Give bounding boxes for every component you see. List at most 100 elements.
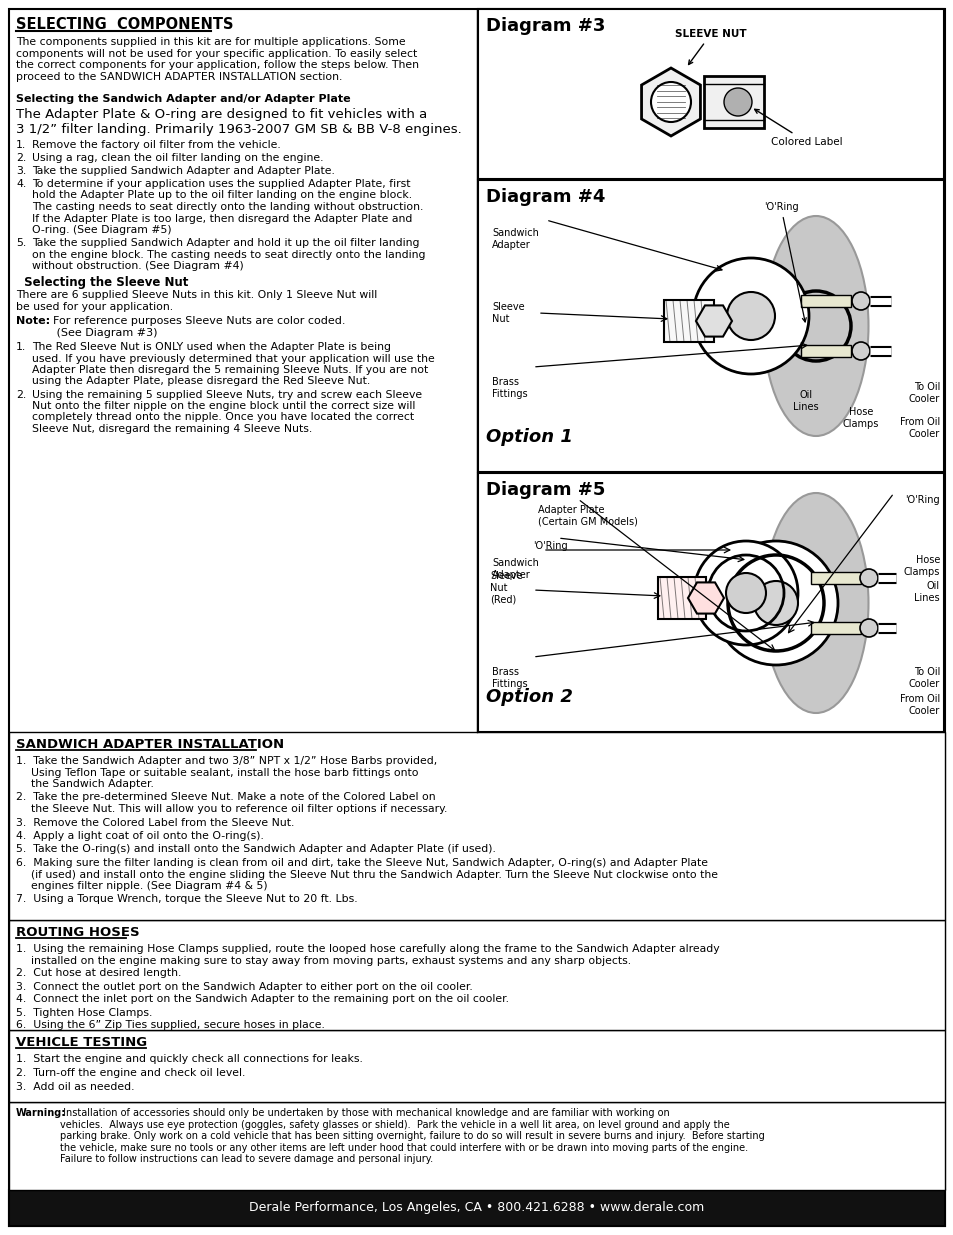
Text: 2.  Turn-off the engine and check oil level.: 2. Turn-off the engine and check oil lev…: [16, 1068, 245, 1078]
Text: using the Adapter Plate, please disregard the Red Sleeve Nut.: using the Adapter Plate, please disregar…: [32, 377, 370, 387]
Text: Brass
Fittings: Brass Fittings: [492, 377, 527, 399]
Text: 'O'Ring: 'O'Ring: [763, 203, 805, 322]
Ellipse shape: [762, 216, 867, 436]
Bar: [703, 77, 763, 128]
Bar: [9, 732, 944, 920]
Text: 7.  Using a Torque Wrench, torque the Sleeve Nut to 20 ft. Lbs.: 7. Using a Torque Wrench, torque the Sle…: [16, 894, 357, 904]
Text: 4.: 4.: [16, 179, 27, 189]
Text: Brass
Fittings: Brass Fittings: [492, 667, 527, 689]
Text: Note:: Note:: [16, 316, 51, 326]
Text: without obstruction. (See Diagram #4): without obstruction. (See Diagram #4): [32, 261, 244, 270]
Text: To Oil
Cooler: To Oil Cooler: [908, 667, 939, 689]
Text: To Oil
Cooler: To Oil Cooler: [908, 382, 939, 404]
Text: Diagram #3: Diagram #3: [485, 17, 605, 35]
Text: Selecting the Sandwich Adapter and/or Adapter Plate: Selecting the Sandwich Adapter and/or Ad…: [16, 94, 351, 104]
Text: 2.  Take the pre-determined Sleeve Nut. Make a note of the Colored Label on: 2. Take the pre-determined Sleeve Nut. M…: [16, 793, 436, 803]
Text: on the engine block. The casting needs to seat directly onto the landing: on the engine block. The casting needs t…: [32, 249, 425, 259]
Circle shape: [726, 291, 774, 340]
Text: 5.  Take the O-ring(s) and install onto the Sandwich Adapter and Adapter Plate (: 5. Take the O-ring(s) and install onto t…: [16, 845, 496, 855]
Text: For reference purposes Sleeve Nuts are color coded.: For reference purposes Sleeve Nuts are c…: [53, 316, 345, 326]
Bar: [801, 345, 850, 357]
Text: VEHICLE TESTING: VEHICLE TESTING: [16, 1036, 147, 1049]
Bar: [663, 300, 713, 342]
Text: 5.: 5.: [16, 238, 27, 248]
Polygon shape: [640, 68, 700, 136]
Text: The Adapter Plate & O-ring are designed to fit vehicles with a
3 1/2” filter lan: The Adapter Plate & O-ring are designed …: [16, 107, 461, 136]
Text: the Sleeve Nut. This will allow you to reference oil filter options if necessary: the Sleeve Nut. This will allow you to r…: [30, 804, 447, 814]
Bar: [9, 1030, 944, 1102]
Circle shape: [851, 342, 869, 359]
Text: The Red Sleeve Nut is ONLY used when the Adapter Plate is being: The Red Sleeve Nut is ONLY used when the…: [32, 342, 391, 352]
Text: engines filter nipple. (See Diagram #4 & 5): engines filter nipple. (See Diagram #4 &…: [30, 881, 268, 890]
Polygon shape: [687, 583, 723, 614]
Text: 3.  Remove the Colored Label from the Sleeve Nut.: 3. Remove the Colored Label from the Sle…: [16, 818, 294, 827]
Text: From Oil
Cooler: From Oil Cooler: [899, 417, 939, 438]
Text: 2.  Cut hose at desired length.: 2. Cut hose at desired length.: [16, 968, 181, 978]
Text: Hose
Clamps: Hose Clamps: [902, 555, 939, 577]
Ellipse shape: [762, 493, 867, 713]
Text: Oil
Lines: Oil Lines: [792, 390, 818, 411]
Text: Installation of accessories should only be undertaken by those with mechanical k: Installation of accessories should only …: [60, 1108, 764, 1165]
Text: There are 6 supplied Sleeve Nuts in this kit. Only 1 Sleeve Nut will
be used for: There are 6 supplied Sleeve Nuts in this…: [16, 290, 376, 311]
Bar: [810, 622, 861, 634]
Text: Using a rag, clean the oil filter landing on the engine.: Using a rag, clean the oil filter landin…: [32, 153, 323, 163]
Text: 1.  Start the engine and quickly check all connections for leaks.: 1. Start the engine and quickly check al…: [16, 1053, 362, 1065]
Bar: [801, 295, 850, 308]
Text: 'O'Ring: 'O'Ring: [904, 495, 939, 505]
Text: Sleeve Nut, disregard the remaining 4 Sleeve Nuts.: Sleeve Nut, disregard the remaining 4 Sl…: [32, 424, 312, 433]
Text: The casting needs to seat directly onto the landing without obstruction.: The casting needs to seat directly onto …: [32, 203, 423, 212]
Text: From Oil
Cooler: From Oil Cooler: [899, 694, 939, 715]
Text: Take the supplied Sandwich Adapter and Adapter Plate.: Take the supplied Sandwich Adapter and A…: [32, 165, 335, 177]
Circle shape: [693, 541, 797, 645]
Text: Derale Performance, Los Angeles, CA • 800.421.6288 • www.derale.com: Derale Performance, Los Angeles, CA • 80…: [249, 1202, 704, 1214]
Text: Adapter Plate then disregard the 5 remaining Sleeve Nuts. If you are not: Adapter Plate then disregard the 5 remai…: [32, 366, 428, 375]
Bar: [810, 572, 861, 584]
Text: 1.  Take the Sandwich Adapter and two 3/8” NPT x 1/2” Hose Barbs provided,: 1. Take the Sandwich Adapter and two 3/8…: [16, 756, 436, 766]
Text: Hose
Clamps: Hose Clamps: [841, 408, 879, 429]
Bar: [658, 577, 705, 619]
Text: (See Diagram #3): (See Diagram #3): [32, 329, 157, 338]
Bar: [477, 9, 943, 179]
Text: the Sandwich Adapter.: the Sandwich Adapter.: [30, 779, 153, 789]
Text: installed on the engine making sure to stay away from moving parts, exhaust syst: installed on the engine making sure to s…: [30, 956, 631, 966]
Text: The components supplied in this kit are for multiple applications. Some
componen: The components supplied in this kit are …: [16, 37, 418, 82]
Text: 1.: 1.: [16, 140, 27, 149]
Text: Colored Label: Colored Label: [754, 110, 841, 147]
Text: SANDWICH ADAPTER INSTALLATION: SANDWICH ADAPTER INSTALLATION: [16, 739, 284, 751]
Polygon shape: [696, 305, 731, 337]
Circle shape: [851, 291, 869, 310]
Circle shape: [753, 580, 797, 625]
Text: SLEEVE NUT: SLEEVE NUT: [675, 28, 746, 64]
Text: Diagram #4: Diagram #4: [485, 188, 605, 206]
Text: Sleeve
Nut: Sleeve Nut: [492, 303, 524, 324]
Text: hold the Adapter Plate up to the oil filter landing on the engine block.: hold the Adapter Plate up to the oil fil…: [32, 190, 412, 200]
Text: Warning:: Warning:: [16, 1108, 66, 1118]
Text: Using the remaining 5 supplied Sleeve Nuts, try and screw each Sleeve: Using the remaining 5 supplied Sleeve Nu…: [32, 389, 421, 399]
Text: Using Teflon Tape or suitable sealant, install the hose barb fittings onto: Using Teflon Tape or suitable sealant, i…: [30, 767, 418, 778]
Circle shape: [723, 88, 751, 116]
Text: completely thread onto the nipple. Once you have located the correct: completely thread onto the nipple. Once …: [32, 412, 414, 422]
Circle shape: [650, 82, 690, 122]
Text: 3.: 3.: [16, 165, 27, 177]
Circle shape: [859, 569, 877, 587]
Text: 'O'Ring: 'O'Ring: [533, 541, 567, 551]
Text: Adapter Plate
(Certain GM Models): Adapter Plate (Certain GM Models): [537, 505, 638, 526]
Text: 4.  Apply a light coat of oil onto the O-ring(s).: 4. Apply a light coat of oil onto the O-…: [16, 831, 264, 841]
Text: 3.  Add oil as needed.: 3. Add oil as needed.: [16, 1082, 134, 1092]
Text: ROUTING HOSES: ROUTING HOSES: [16, 926, 139, 939]
Circle shape: [859, 619, 877, 637]
Text: Selecting the Sleeve Nut: Selecting the Sleeve Nut: [20, 275, 188, 289]
Text: 1.: 1.: [16, 342, 27, 352]
Text: Nut onto the filter nipple on the engine block until the correct size will: Nut onto the filter nipple on the engine…: [32, 401, 415, 411]
Text: 6.  Making sure the filter landing is clean from oil and dirt, take the Sleeve N: 6. Making sure the filter landing is cle…: [16, 858, 707, 868]
Text: 1.  Using the remaining Hose Clamps supplied, route the looped hose carefully al: 1. Using the remaining Hose Clamps suppl…: [16, 944, 719, 953]
Bar: [477, 473, 943, 732]
Text: 4.  Connect the inlet port on the Sandwich Adapter to the remaining port on the : 4. Connect the inlet port on the Sandwic…: [16, 994, 509, 1004]
Text: Diagram #5: Diagram #5: [485, 480, 605, 499]
Text: Option 2: Option 2: [485, 688, 572, 706]
Bar: [9, 1102, 944, 1191]
Text: Remove the factory oil filter from the vehicle.: Remove the factory oil filter from the v…: [32, 140, 280, 149]
Text: Sandwich
Adapter: Sandwich Adapter: [492, 558, 538, 579]
Circle shape: [725, 573, 765, 613]
Text: O-ring. (See Diagram #5): O-ring. (See Diagram #5): [32, 225, 172, 235]
